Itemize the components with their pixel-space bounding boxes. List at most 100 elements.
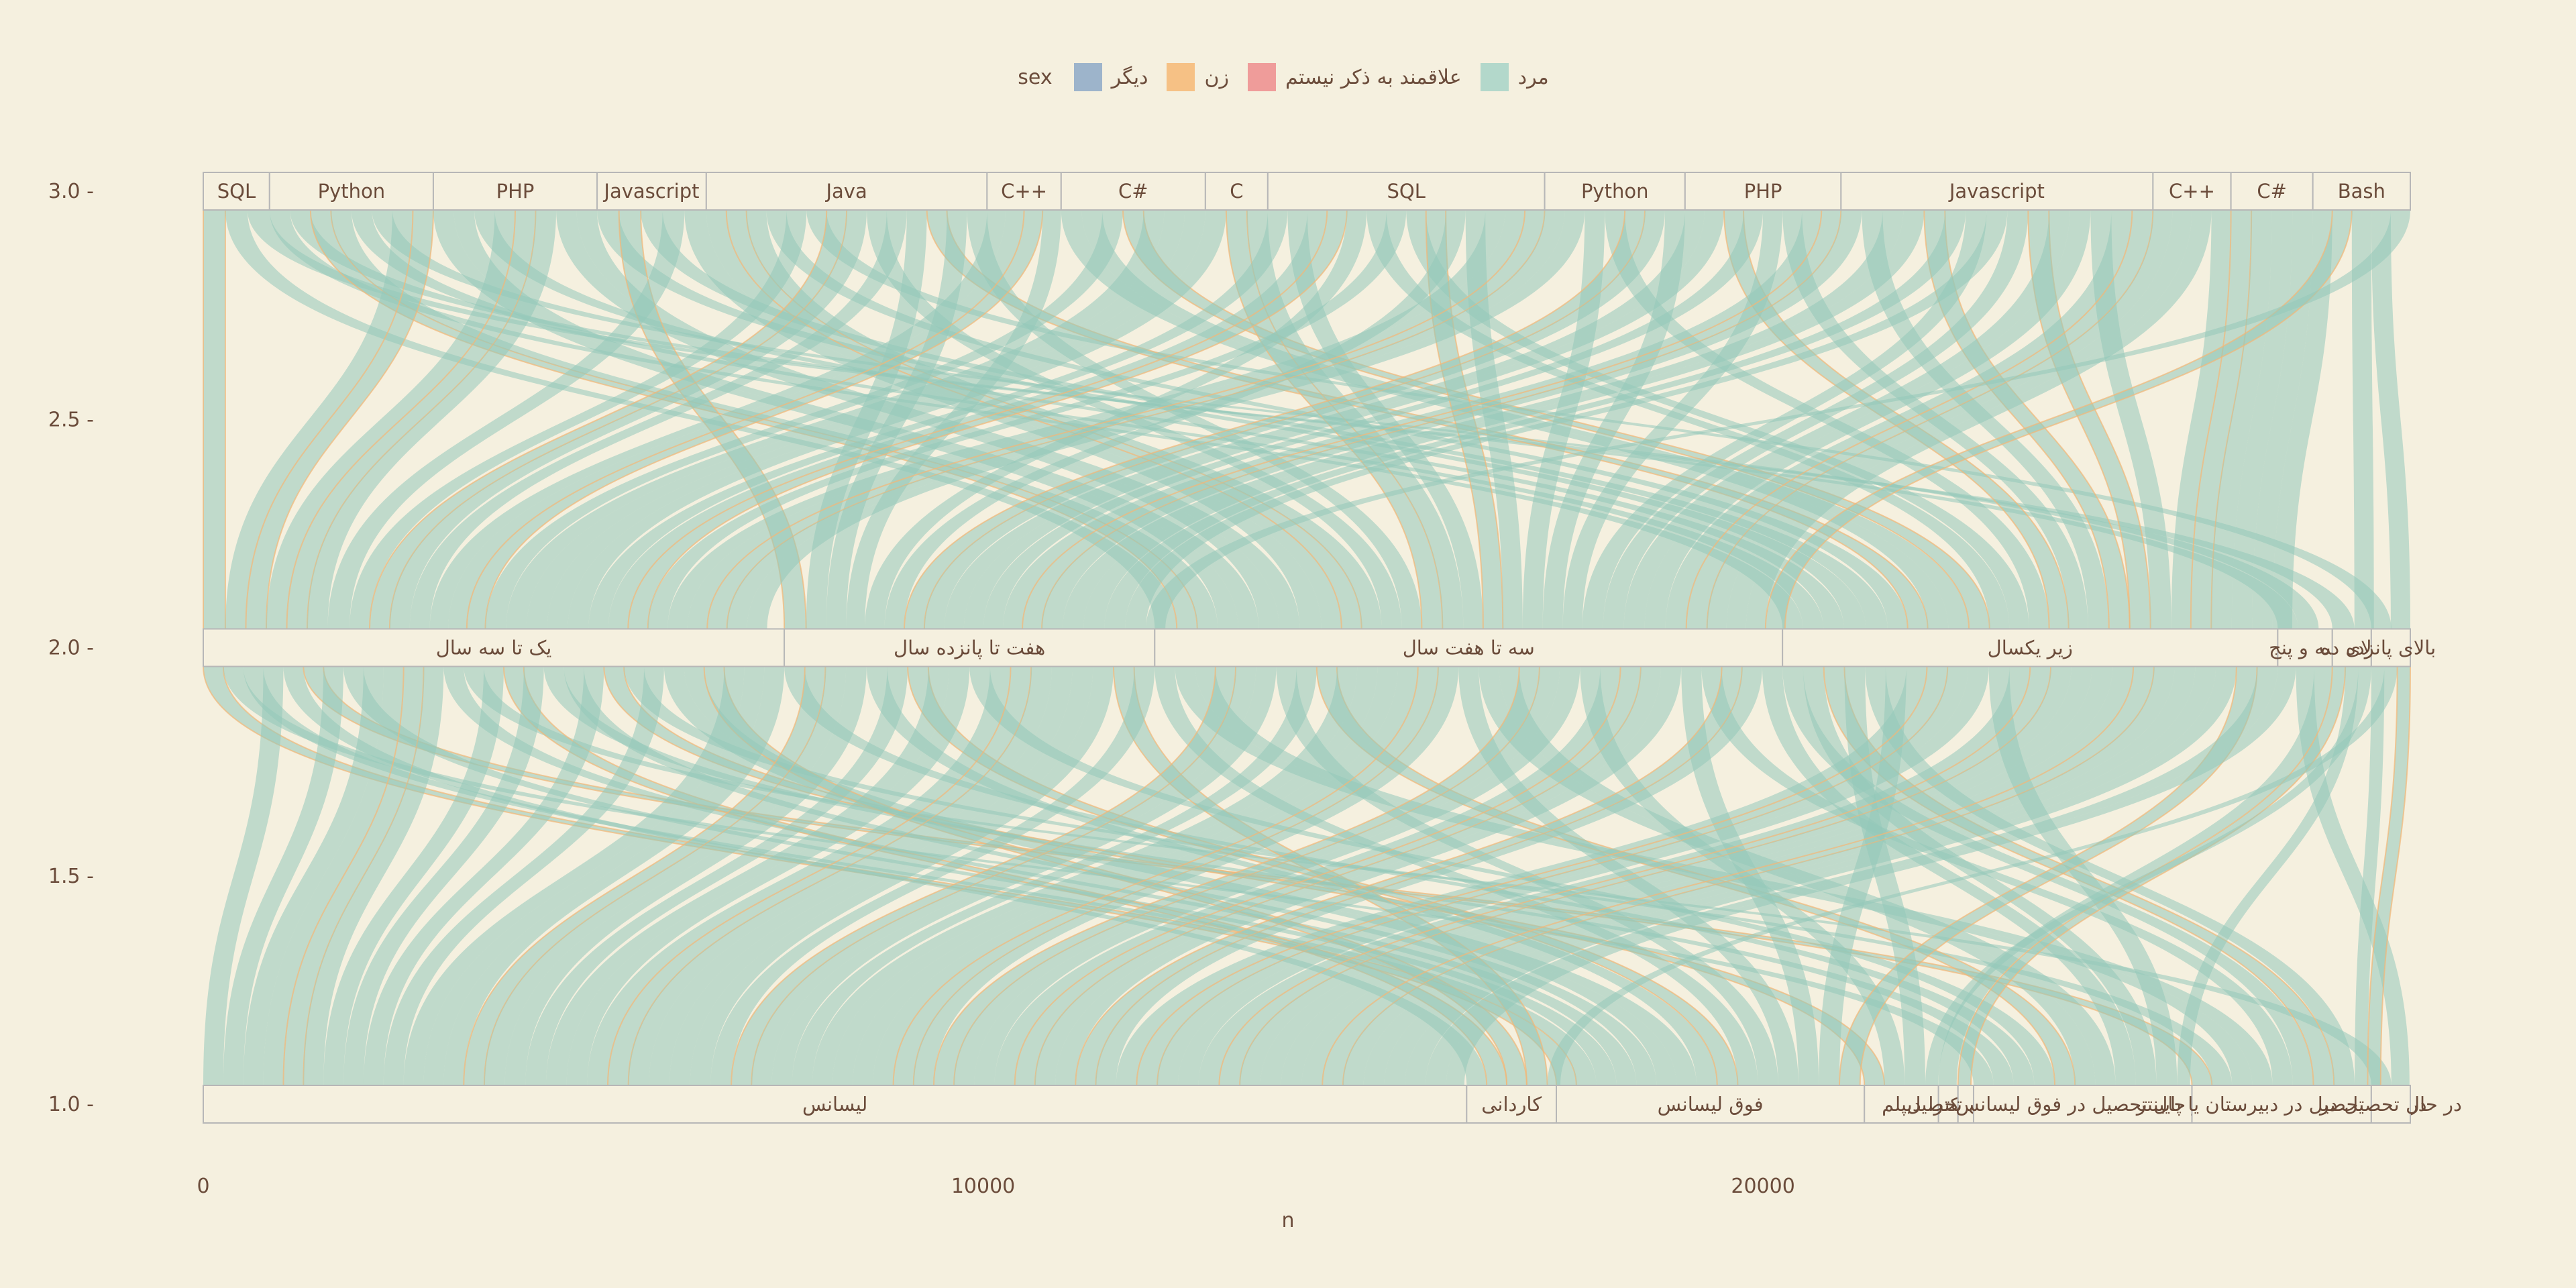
flow-ribbon: [1384, 666, 2216, 1085]
flow-ribbon: [547, 210, 1205, 629]
flow-ribbon: [727, 210, 1565, 629]
legend-item-male: مرد: [1480, 63, 1549, 91]
flow-ribbon: [2296, 666, 2410, 1085]
flow-ribbon: [1260, 666, 2092, 1085]
stratum-box: [2277, 628, 2333, 667]
flow-ribbon: [1157, 666, 1968, 1085]
flow-ribbon: [2177, 666, 2359, 1085]
flow-ribbon: [1938, 666, 2332, 1085]
flow-ribbon: [1405, 666, 2237, 1085]
stratum-box: [1556, 1085, 1866, 1124]
x-tick-label: 10000: [951, 1175, 1015, 1198]
flow-ribbon: [484, 666, 847, 1085]
stratum-box: [1204, 172, 1269, 211]
flow-ribbon: [443, 666, 1637, 1085]
flow-ribbon: [331, 210, 1218, 629]
flow-ribbon: [647, 210, 1407, 629]
flow-ribbon: [1116, 666, 1927, 1085]
flow-ribbon: [1301, 666, 2134, 1085]
legend: sex دیگر زن علاقمند به ذکر نیستم مرد: [0, 63, 2576, 91]
flow-ribbon: [1366, 210, 2010, 629]
flow-ribbon: [202, 209, 226, 630]
stratum-box: [1782, 628, 2279, 667]
flow-ribbon: [485, 210, 1123, 629]
flow-ribbon: [628, 666, 1052, 1085]
flow-ribbon: [323, 666, 504, 1085]
flow-ribbon: [974, 666, 1580, 1085]
flow-ribbon: [2355, 666, 2385, 1085]
flow-ribbon: [363, 666, 604, 1085]
flow-ribbon: [1925, 666, 2371, 1085]
flow-ribbon: [1406, 210, 2029, 629]
flow-ribbon: [1083, 210, 1925, 629]
flow-ribbon: [1125, 210, 2008, 629]
strata-layer: SQL Python PHP Javascript Java C++ C# C SQL Pytho…: [203, 172, 2462, 1124]
legend-label: علاقمند به ذکر نیستم: [1285, 65, 1462, 89]
stratum-box: [432, 172, 598, 211]
stratum-label: Javascript: [1948, 180, 2045, 203]
stratum-box: [2370, 628, 2412, 667]
flow-ribbon: [587, 666, 1011, 1085]
flow-ribbon: [873, 666, 1418, 1085]
stratum-label: Python: [1581, 180, 1649, 203]
stratum-label: C#: [1118, 180, 1148, 203]
legend-swatch: [1073, 63, 1102, 91]
flow-ribbon: [1063, 210, 1904, 629]
flow-ribbon: [1287, 210, 1483, 629]
stratum-box: [2152, 172, 2232, 211]
flow-ribbon: [2371, 210, 2410, 629]
flow-ribbon: [1281, 666, 2113, 1085]
stratum-label: در حال تحصیل در فوق لیسانس: [1955, 1093, 2210, 1116]
flow-ribbon: [1644, 210, 2091, 629]
flow-ribbon: [423, 666, 765, 1085]
stratum-label: بالای پانزده: [2346, 637, 2436, 660]
stratum-box: [2370, 1085, 2412, 1124]
flow-ribbon: [866, 666, 1717, 1085]
flow-ribbon: [588, 210, 1288, 629]
flow-ribbon: [963, 210, 1724, 629]
stratum-box: [1972, 1085, 2193, 1124]
stratum-box: [1154, 628, 1784, 667]
stratum-label: لیسانس: [802, 1093, 867, 1116]
flow-ribbon: [1547, 666, 2398, 1085]
flow-ribbon: [913, 666, 1459, 1085]
flow-ribbon: [556, 210, 1279, 629]
flow-ribbon: [448, 210, 1024, 629]
flow-ribbon: [1240, 666, 2072, 1085]
flow-ribbon: [687, 210, 1525, 629]
flow-ribbon: [690, 666, 1114, 1085]
y-tick-label: 2.0 -: [48, 637, 94, 660]
flow-ribbon: [1665, 210, 2133, 629]
y-tick-label: 1.0 -: [48, 1093, 94, 1116]
flow-ribbon: [2211, 210, 2272, 629]
flow-ribbon: [983, 210, 1764, 629]
legend-swatch: [1248, 63, 1276, 91]
flow-ribbon: [1343, 666, 2175, 1085]
flow-ribbon: [1803, 666, 2157, 1085]
flow-ribbon: [2272, 210, 2332, 629]
flow-ribbon: [667, 210, 1505, 629]
flow-ribbon: [608, 210, 1328, 629]
flow-ribbon: [263, 666, 404, 1085]
flow-ribbon: [2171, 210, 2231, 629]
flow-ribbon: [1177, 666, 1989, 1085]
stratum-label: یک تا سه سال: [436, 637, 552, 659]
flow-ribbon: [1762, 666, 2136, 1085]
flow-ribbon: [409, 210, 907, 629]
stratum-label: C++: [1001, 180, 1047, 203]
flow-ribbon: [350, 210, 807, 629]
stratum-box: [203, 1085, 1468, 1124]
flow-ribbon: [1104, 210, 1966, 629]
legend-label: دیگر: [1111, 65, 1148, 89]
stratum-label: SQL: [1387, 180, 1426, 203]
flow-layer: [202, 209, 2412, 1086]
legend-title: sex: [1018, 65, 1053, 89]
flow-ribbon: [1363, 666, 2196, 1085]
flow-ribbon: [1426, 666, 2278, 1085]
flow-ribbon: [307, 210, 557, 629]
flow-ribbon: [203, 666, 284, 1085]
flow-ribbon: [327, 210, 685, 629]
flow-ribbon: [944, 210, 1705, 629]
stratum-label: Java: [824, 180, 867, 203]
